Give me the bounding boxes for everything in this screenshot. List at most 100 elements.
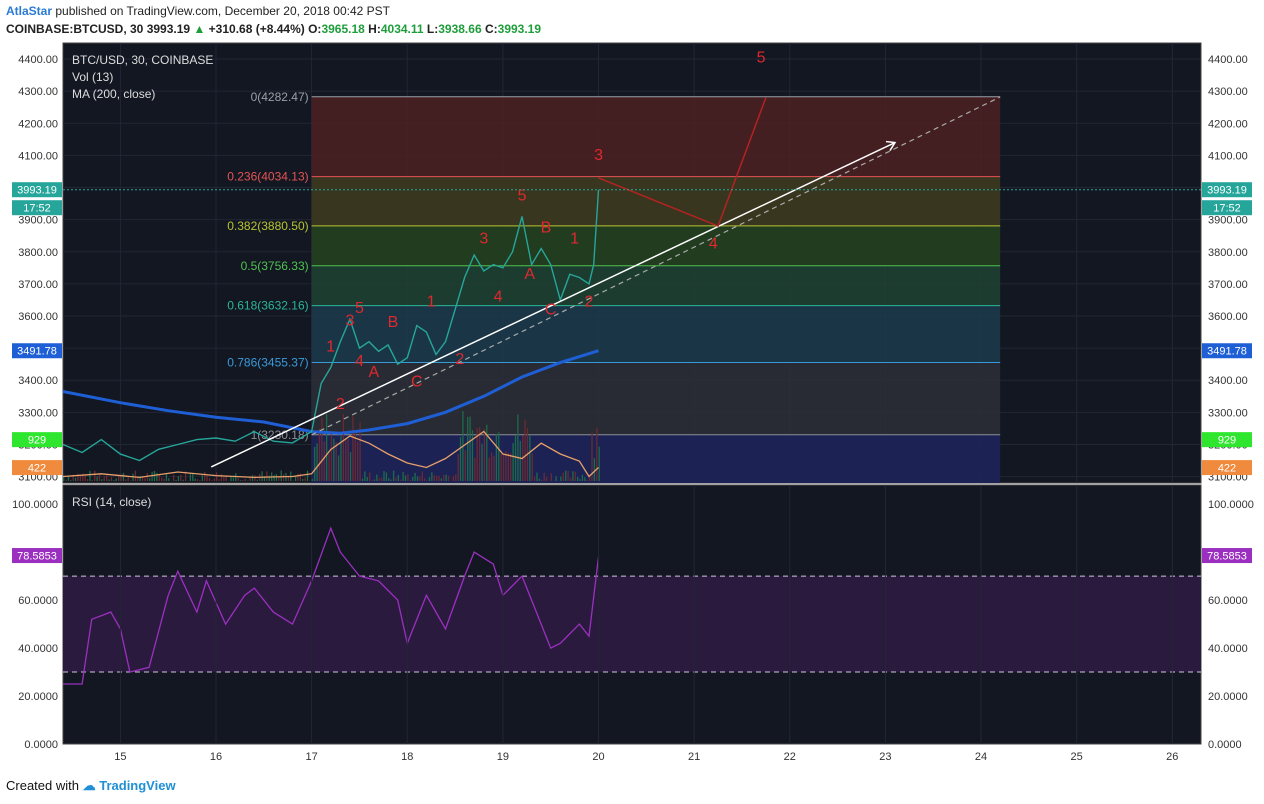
volume-bar [433, 475, 435, 481]
fib-zone [311, 362, 1001, 435]
tradingview-logo-icon[interactable]: ☁ [82, 778, 96, 793]
volume-badge-left: 929 [28, 435, 46, 447]
volume-bar [354, 431, 356, 481]
volume-bar [96, 476, 98, 481]
volume-bar [67, 476, 70, 481]
volume-bar [395, 477, 397, 481]
volume-bar [230, 476, 232, 481]
volume-bar [493, 455, 495, 481]
rsi-tick-left: 60.0000 [18, 595, 58, 607]
volume-bar [517, 414, 519, 481]
time-tick: 16 [210, 751, 222, 763]
volume-bar [383, 471, 385, 481]
rsi-tick-left: 40.0000 [18, 643, 58, 655]
volume-bar [282, 473, 285, 481]
wave-projection-path[interactable] [598, 97, 767, 228]
volume-bar [359, 422, 361, 481]
volume-bar [242, 480, 244, 481]
volume-bar [318, 428, 321, 481]
volume-bar [275, 474, 278, 481]
volume-badge-right: 929 [1218, 435, 1236, 447]
rsi-badge-left: 78.5853 [17, 551, 57, 563]
volume-bar [414, 472, 416, 481]
volume-bar [562, 472, 564, 481]
volume-bar [223, 476, 225, 481]
volume-bar [476, 428, 478, 481]
volume-bar [251, 475, 254, 481]
ma-badge-right: 3491.78 [1207, 346, 1247, 358]
volume-bar [161, 477, 163, 481]
volume-bar [478, 427, 481, 481]
volume-bar [500, 454, 502, 481]
trend-line-dashed[interactable] [311, 96, 1001, 436]
volume-bar [314, 446, 316, 481]
symbol-text: COINBASE:BTCUSD, 30 [6, 22, 144, 36]
volume-bar [392, 470, 395, 481]
price-tick-left: 3900.00 [18, 215, 58, 227]
countdown-badge-left-bg [12, 200, 62, 216]
author-name[interactable]: AtlaStar [6, 4, 53, 18]
rsi-badge-right: 78.5853 [1207, 551, 1247, 563]
volume-bar [184, 471, 187, 481]
time-tick: 23 [879, 751, 891, 763]
volume-bar [505, 451, 507, 481]
volume-bar [330, 434, 333, 481]
volume-bar [467, 416, 469, 481]
volume-bar [514, 435, 517, 481]
volume-bar [550, 473, 553, 481]
volume-bar [74, 477, 77, 481]
fib-level-label: 0.236(4034.13) [227, 170, 308, 184]
volume-bar [412, 476, 414, 481]
volume-bar [302, 478, 304, 481]
volume-bar [533, 476, 536, 481]
volume-bar [409, 480, 411, 481]
volume-bar [416, 476, 419, 481]
volume-bar [459, 437, 462, 481]
volume-bar [168, 478, 170, 481]
fib-zone [311, 434, 1001, 483]
volume-bar [218, 479, 220, 481]
h-label: H: [368, 22, 381, 36]
volume-ma-badge-left: 422 [28, 463, 46, 475]
volume-bar [72, 474, 74, 481]
time-tick: 22 [784, 751, 796, 763]
fib-retracement[interactable]: 0(4282.47) 0.236(4034.13) 0.382(3880.50) 0.… [227, 90, 1001, 483]
wave-label: 1 [427, 293, 436, 310]
time-tick: 17 [306, 751, 318, 763]
price-tick-right: 4100.00 [1208, 150, 1248, 162]
wave-label: 1 [570, 231, 579, 248]
countdown-badge-left: 17:52 [23, 203, 51, 215]
volume-bar [101, 479, 103, 481]
volume-bar [471, 430, 474, 481]
legend-symbol: BTC/USD, 30, COINBASE [72, 53, 213, 67]
wave-label: A [524, 266, 535, 283]
volume-bar [426, 480, 428, 481]
price-tick-left: 3300.00 [18, 407, 58, 419]
fib-zone [311, 265, 1001, 306]
volume-bar [196, 479, 199, 481]
volume-badge-left-bg [12, 432, 62, 448]
volume-bar [213, 478, 215, 481]
volume-bar [591, 432, 593, 481]
created-with-text: Created with [6, 778, 79, 793]
volume-bar [254, 475, 256, 481]
time-tick: 19 [497, 751, 509, 763]
volume-bar [84, 474, 86, 481]
volume-bar [201, 475, 203, 481]
trend-line-solid[interactable] [210, 141, 896, 468]
volume-bar [419, 476, 421, 481]
price-axis-right: 3100.003200.003300.003400.003500.003600.… [1208, 54, 1248, 484]
volume-bar [249, 476, 251, 481]
l-value: 3938.66 [438, 22, 482, 36]
volume-bar [199, 480, 201, 481]
o-value: 3965.18 [321, 22, 365, 36]
tradingview-brand[interactable]: TradingView [99, 778, 176, 793]
volume-bar [507, 452, 509, 481]
volume-bar [519, 440, 521, 481]
volume-bar [545, 476, 548, 481]
volume-bar [364, 471, 366, 481]
rsi-tick-right: 60.0000 [1208, 595, 1248, 607]
volume-bar [175, 480, 177, 481]
volume-bar [390, 479, 392, 481]
